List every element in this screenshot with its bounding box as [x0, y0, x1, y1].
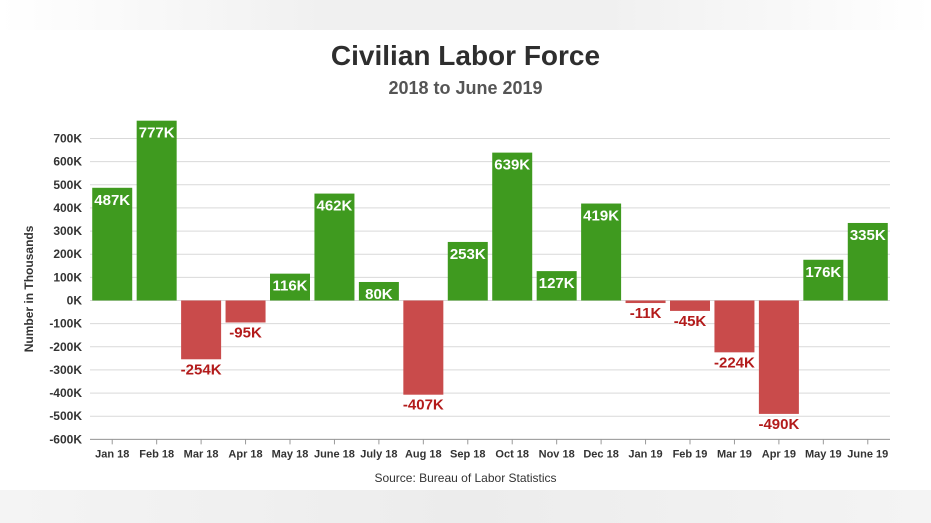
x-tick-label: May 18	[272, 448, 309, 460]
x-tick-label: May 19	[805, 448, 842, 460]
x-tick-label: July 18	[360, 448, 397, 460]
y-tick-label: 0K	[67, 294, 83, 308]
y-tick-label: -100K	[49, 317, 82, 331]
data-label: 116K	[272, 278, 307, 295]
bar	[581, 203, 622, 301]
x-tick-label: June 18	[314, 448, 355, 460]
x-tick-label: Oct 18	[495, 448, 529, 460]
y-tick-label: -300K	[49, 363, 82, 377]
bar	[847, 222, 888, 301]
chart-title: Civilian Labor Force	[330, 40, 601, 71]
data-label: 80K	[365, 286, 393, 303]
bar	[536, 271, 577, 301]
x-tick-label: Apr 18	[228, 448, 262, 460]
data-label: -407K	[403, 397, 444, 414]
y-tick-label: -600K	[49, 432, 82, 446]
x-tick-label: June 19	[847, 448, 888, 460]
bar	[358, 281, 399, 301]
y-axis-label: Number in Thousands	[22, 225, 36, 352]
data-label: -490K	[758, 416, 799, 433]
bar	[803, 259, 844, 301]
data-label: 253K	[450, 246, 486, 263]
bar	[670, 300, 710, 311]
data-label: -224K	[714, 354, 755, 371]
x-tick-label: Dec 18	[583, 448, 618, 460]
x-tick-label: Jan 19	[628, 448, 662, 460]
y-tick-label: -500K	[49, 409, 82, 423]
y-tick-label: 400K	[53, 201, 82, 215]
data-label: -45K	[674, 313, 707, 330]
data-label: -11K	[630, 305, 662, 322]
y-tick-label: 100K	[53, 270, 82, 284]
y-tick-label: 700K	[53, 132, 82, 146]
y-tick-label: -400K	[49, 386, 82, 400]
data-label: 777K	[139, 125, 175, 142]
data-label: 127K	[539, 275, 575, 292]
x-tick-label: Mar 18	[184, 448, 219, 460]
x-tick-label: Feb 18	[139, 448, 174, 460]
data-label: -254K	[181, 361, 222, 378]
bar	[714, 300, 755, 353]
y-tick-label: 200K	[53, 247, 82, 261]
data-label: 335K	[850, 227, 886, 244]
data-label: 419K	[583, 208, 619, 225]
bar	[314, 193, 355, 301]
bottom-decorative-band	[0, 490, 931, 523]
bar	[270, 273, 310, 301]
chart-subtitle: 2018 to June 2019	[388, 78, 543, 98]
bar	[758, 300, 799, 414]
x-tick-label: Nov 18	[539, 448, 575, 460]
top-decorative-band	[0, 0, 931, 30]
y-tick-label: 500K	[53, 178, 82, 192]
data-label: 639K	[494, 157, 530, 174]
x-tick-label: Feb 19	[673, 448, 708, 460]
x-tick-label: Sep 18	[450, 448, 485, 460]
x-tick-label: Aug 18	[405, 448, 442, 460]
data-label: 487K	[94, 192, 130, 209]
y-tick-label: -200K	[49, 340, 82, 354]
data-label: 176K	[805, 264, 841, 281]
data-label: -95K	[229, 324, 262, 341]
bar	[403, 300, 444, 395]
y-tick-label: 600K	[53, 155, 82, 169]
bar	[625, 300, 666, 304]
x-tick-label: Jan 18	[95, 448, 129, 460]
bar	[92, 187, 133, 301]
bar	[181, 300, 222, 360]
bar	[492, 152, 533, 301]
bar	[225, 300, 266, 323]
chart-source: Source: Bureau of Labor Statistics	[374, 471, 557, 485]
data-label: 462K	[317, 198, 353, 215]
y-tick-label: 300K	[53, 224, 82, 238]
bar	[136, 120, 177, 301]
bar	[447, 241, 488, 301]
x-tick-label: Apr 19	[762, 448, 796, 460]
x-tick-label: Mar 19	[717, 448, 752, 460]
